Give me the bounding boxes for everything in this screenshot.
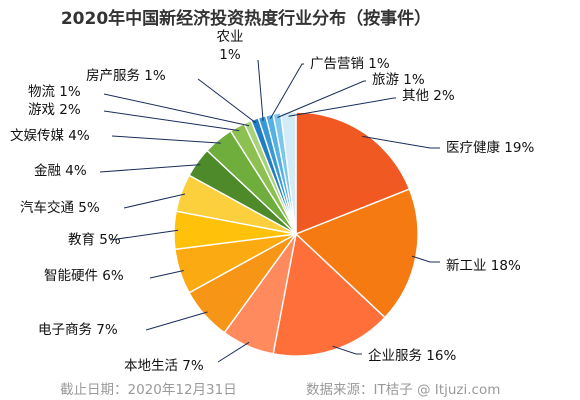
- leader-line: [123, 193, 186, 209]
- slice-label: 游戏 2%: [28, 102, 81, 118]
- slice-label: 其他 2%: [402, 88, 455, 104]
- pie-slice: [272, 232, 386, 357]
- leader-line: [257, 59, 264, 121]
- leader-line: [111, 135, 221, 144]
- slice-label: 物流 1%: [28, 84, 81, 100]
- leader-line: [109, 229, 179, 241]
- slice-label: 广告营销 1%: [310, 56, 390, 72]
- leader-lines: [99, 59, 440, 363]
- leader-line: [103, 93, 250, 127]
- slice-label: 电子商务 7%: [38, 322, 118, 338]
- chart-title: 2020年中国新经济投资热度行业分布（按事件）: [61, 8, 431, 29]
- slice-labels: 医疗健康 19% 新工业 18% 企业服务 16% 本地生活 7% 电子商务 7% 智能硬…: [10, 29, 534, 374]
- slice-label: 农业 1%: [217, 29, 244, 63]
- slice-label: 旅游 1%: [372, 72, 425, 88]
- leader-line: [269, 63, 304, 120]
- slice-label: 企业服务 16%: [368, 347, 456, 364]
- slice-label: 教育 5%: [68, 232, 121, 248]
- slice-label: 本地生活 7%: [124, 358, 204, 374]
- footer-source: 数据来源：IT桔子 @ Itjuzi.com: [306, 382, 500, 398]
- slice-label: 金融 4%: [34, 163, 87, 179]
- leader-line: [332, 345, 362, 355]
- leader-line: [145, 311, 208, 331]
- slice-label: 汽车交通 5%: [20, 199, 100, 216]
- slice-label: 医疗健康 19%: [446, 139, 534, 156]
- footer-date: 截止日期：2020年12月31日: [60, 382, 237, 398]
- leader-line: [288, 97, 396, 117]
- pie-slice: [279, 111, 297, 235]
- slice-label: 智能硬件 6%: [44, 268, 124, 284]
- slice-label: 房产服务 1%: [86, 68, 166, 84]
- leader-line: [99, 164, 201, 173]
- leader-line: [362, 135, 440, 149]
- leader-line: [197, 78, 257, 124]
- leader-line: [277, 80, 366, 118]
- slice-label: 文娱传媒 4%: [10, 128, 90, 144]
- slice-label: 新工业 18%: [446, 258, 521, 274]
- leader-line: [103, 110, 240, 132]
- pie-slices: [173, 111, 419, 357]
- leader-line: [411, 255, 440, 263]
- leader-line: [149, 270, 184, 279]
- leader-line: [217, 341, 250, 363]
